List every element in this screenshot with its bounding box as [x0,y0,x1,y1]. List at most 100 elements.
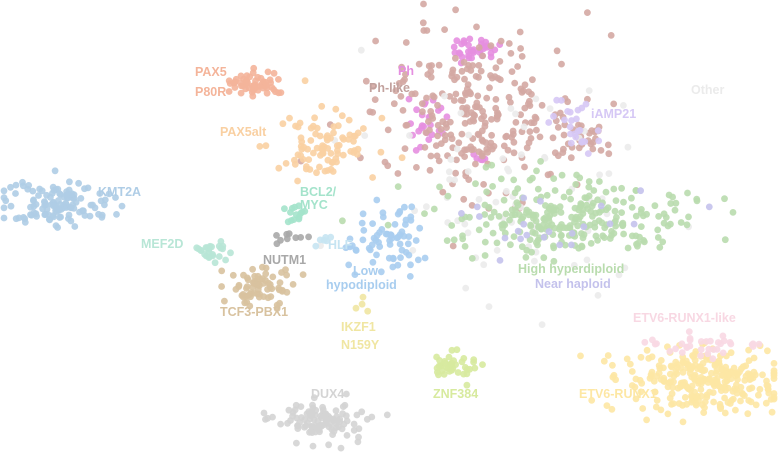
point-other [596,171,603,179]
point-other [594,292,602,299]
point-low-hypodiploid [397,254,404,261]
point-etv6-runx1 [670,378,677,386]
point-pax5alt [330,123,338,131]
point-high-hyperdiploid [534,185,542,193]
point-low-hypodiploid [379,209,387,217]
label-znf384: ZNF384 [433,387,478,401]
point-ph-like [452,169,459,177]
point-iamp21 [567,130,574,138]
point-ph-like [460,195,468,203]
point-high-hyperdiploid [526,176,534,184]
point-etv6-runx1 [747,398,755,406]
point-iamp21 [545,119,553,126]
point-pax5alt [313,169,320,177]
point-tcf3-pbx1 [276,299,283,307]
point-ph-like [523,144,531,152]
point-high-hyperdiploid [525,208,533,216]
point-dux4 [363,415,371,423]
point-etv6-runx1 [655,369,663,377]
point-ph-like [517,111,524,119]
point-ph-like [427,152,435,160]
point-etv6-runx1 [643,416,650,424]
point-high-hyperdiploid [685,213,692,221]
point-high-hyperdiploid [550,257,558,265]
point-high-hyperdiploid [601,234,608,242]
point-ph-like [532,115,540,122]
point-znf384 [471,364,479,372]
point-tcf3-pbx1 [244,276,252,284]
point-dux4 [337,444,345,452]
point-high-hyperdiploid [495,213,503,220]
point-near-haploid [458,210,465,217]
point-pax5alt [345,136,352,143]
point-pax5alt [279,120,287,128]
point-high-hyperdiploid [578,243,586,251]
point-etv6-runx1 [729,395,737,403]
point-ph [458,53,466,61]
point-other [570,261,578,269]
point-ph-like [525,100,532,108]
point-etv6-runx1 [696,376,704,384]
point-znf384 [470,356,478,363]
point-dux4 [322,411,329,418]
point-ph [413,106,420,114]
point-kmt2a [81,212,89,219]
point-high-hyperdiploid [482,163,490,171]
point-pax5alt [327,150,335,157]
point-ph-like [487,42,495,50]
point-high-hyperdiploid [421,210,428,218]
point-ph-like [465,176,473,184]
point-high-hyperdiploid [436,183,443,191]
point-ph-like [567,154,575,162]
point-kmt2a [113,211,120,218]
point-high-hyperdiploid [583,201,590,209]
point-low-hypodiploid [351,271,359,278]
point-ph-like [483,145,491,153]
point-ph-like [480,181,487,188]
point-etv6-runx1 [701,398,709,406]
point-high-hyperdiploid [550,242,557,250]
point-ikzf1-n159y [352,304,360,312]
point-pax5alt [318,145,326,152]
point-high-hyperdiploid [590,187,598,194]
point-etv6-runx1-like [719,332,727,340]
point-high-hyperdiploid [481,238,489,246]
point-low-hypodiploid [376,243,384,251]
point-low-hypodiploid [405,251,413,259]
point-low-hypodiploid [394,261,402,269]
point-nutm1 [305,233,312,241]
point-znf384 [440,371,448,378]
point-near-haploid [537,197,544,205]
point-high-hyperdiploid [677,219,685,226]
point-pax5alt [316,163,323,171]
label-myc: MYC [300,198,328,212]
point-pax5alt [369,174,376,181]
point-mef2d [222,256,230,264]
point-high-hyperdiploid [585,178,593,185]
point-ph-like [487,72,494,79]
point-dux4 [309,442,317,450]
point-etv6-runx1 [691,361,699,369]
point-mef2d [205,254,213,261]
point-high-hyperdiploid [585,183,593,191]
point-nutm1 [292,234,300,242]
point-etv6-runx1 [683,383,691,391]
point-tcf3-pbx1 [259,263,266,271]
point-etv6-runx1 [712,369,720,377]
point-high-hyperdiploid [628,194,635,202]
point-tcf3-pbx1 [249,265,256,273]
point-etv6-runx1 [737,397,744,405]
point-high-hyperdiploid [542,214,549,222]
point-high-hyperdiploid [443,237,451,245]
point-ph [405,95,413,103]
point-kmt2a [97,197,105,205]
point-other [461,220,469,228]
point-high-hyperdiploid [596,208,603,216]
point-znf384 [448,346,456,354]
point-high-hyperdiploid [535,223,542,231]
point-high-hyperdiploid [510,176,518,184]
point-tcf3-pbx1 [251,272,258,280]
label-ph-like: Ph-like [369,81,410,95]
point-ph-like [475,44,483,51]
point-high-hyperdiploid [514,201,522,209]
